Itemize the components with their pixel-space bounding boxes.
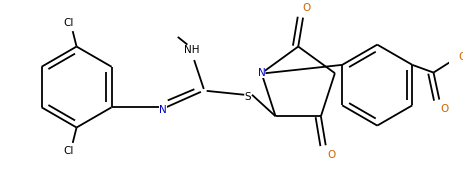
Text: O: O [327, 150, 335, 160]
Text: O: O [439, 104, 447, 114]
Text: N: N [159, 105, 167, 115]
Text: O: O [457, 52, 463, 62]
Text: S: S [244, 92, 251, 102]
Text: Cl: Cl [63, 146, 74, 156]
Text: N: N [257, 68, 265, 78]
Text: NH: NH [184, 45, 200, 55]
Text: O: O [302, 3, 310, 13]
Text: Cl: Cl [63, 18, 74, 28]
